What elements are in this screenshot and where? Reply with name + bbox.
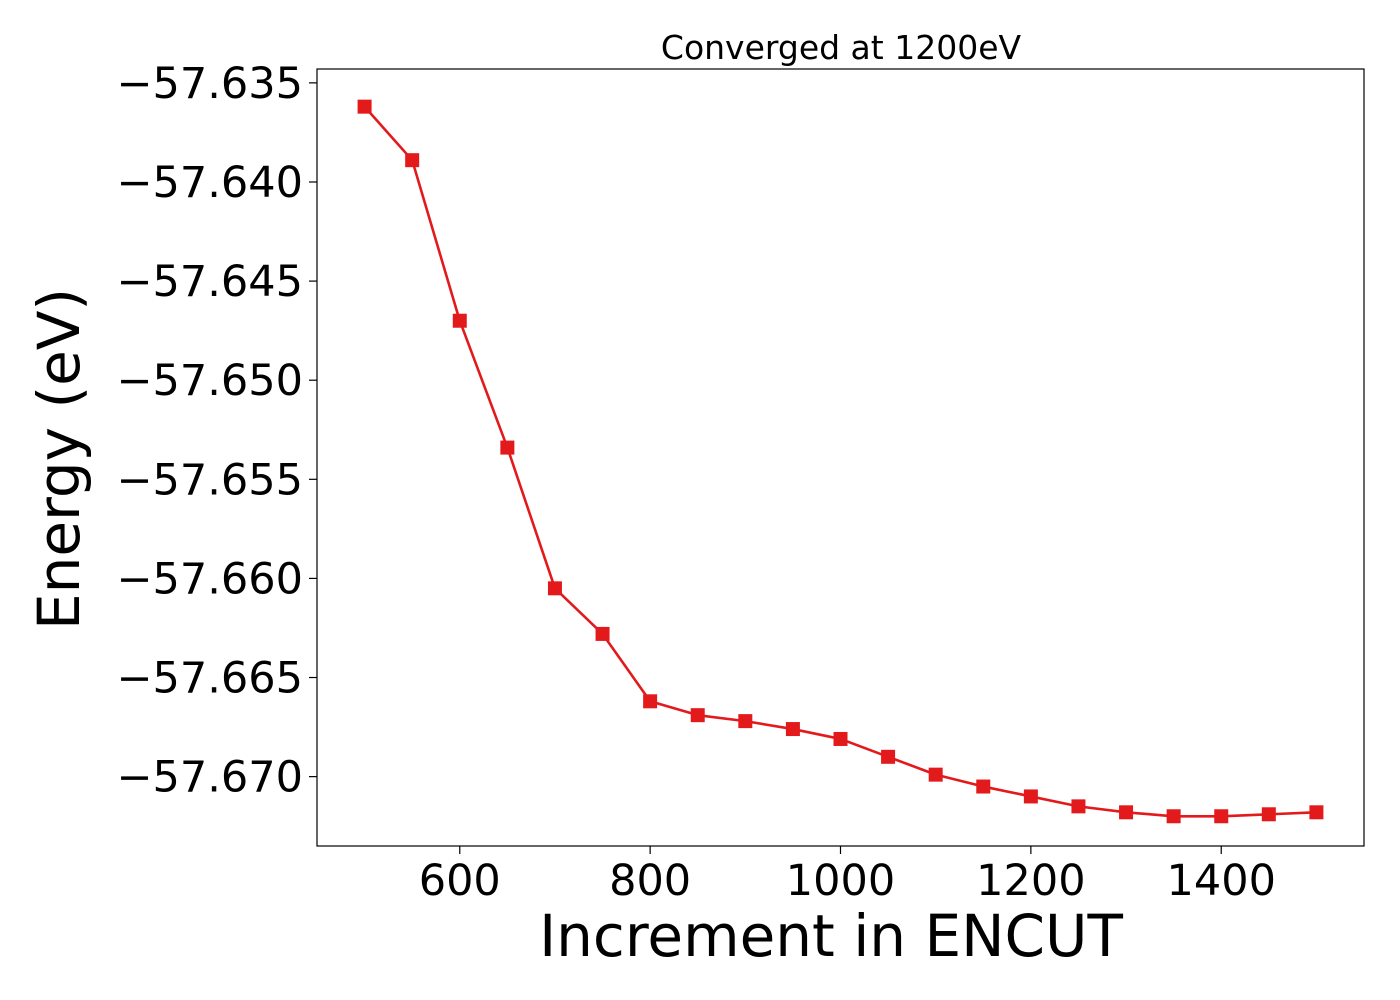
data-point-marker — [738, 714, 753, 729]
y-tick-label: −57.645 — [117, 257, 304, 307]
x-tick-label: 600 — [419, 856, 501, 906]
y-tick-label: −57.660 — [117, 554, 304, 604]
y-tick-label: −57.640 — [117, 158, 304, 208]
data-point-marker — [881, 749, 896, 764]
y-tick-label: −57.650 — [117, 356, 304, 406]
data-point-marker — [1071, 799, 1086, 814]
y-axis: −57.635 −57.640 −57.645 −57.650 −57.655 −57.6… — [117, 59, 317, 803]
data-point-marker — [452, 313, 467, 328]
data-point-marker — [547, 581, 562, 596]
y-axis-label: Energy (eV) — [25, 288, 93, 630]
data-point-marker — [1261, 807, 1276, 822]
plot-area — [316, 68, 1365, 847]
x-axis-label: Increment in ENCUT — [539, 902, 1123, 970]
y-tick-label: −57.670 — [117, 753, 304, 803]
x-tick-label: 800 — [609, 856, 691, 906]
data-point-marker — [357, 99, 372, 114]
data-point-marker — [1166, 809, 1181, 824]
data-point-marker — [833, 731, 848, 746]
y-tick-label: −57.665 — [117, 654, 304, 704]
data-point-marker — [976, 779, 991, 794]
data-point-marker — [405, 153, 420, 168]
y-tick-label: −57.635 — [117, 59, 304, 109]
data-point-marker — [1023, 789, 1038, 804]
data-point-marker — [1309, 805, 1324, 820]
data-point-marker — [1214, 809, 1229, 824]
data-point-marker — [1119, 805, 1134, 820]
data-point-marker — [643, 694, 658, 709]
x-tick-label: 1400 — [1167, 856, 1276, 906]
data-point-marker — [500, 440, 515, 455]
data-point-marker — [690, 708, 705, 723]
data-point-marker — [785, 722, 800, 737]
data-point-marker — [595, 626, 610, 641]
x-tick-label: 1200 — [976, 856, 1085, 906]
chart-title: Converged at 1200eV — [661, 28, 1022, 67]
x-tick-label: 1000 — [786, 856, 895, 906]
data-point-marker — [928, 767, 943, 782]
y-tick-label: −57.655 — [117, 455, 304, 505]
x-axis: 600 800 1000 1200 1400 — [419, 846, 1276, 906]
series-layer — [357, 99, 1324, 824]
